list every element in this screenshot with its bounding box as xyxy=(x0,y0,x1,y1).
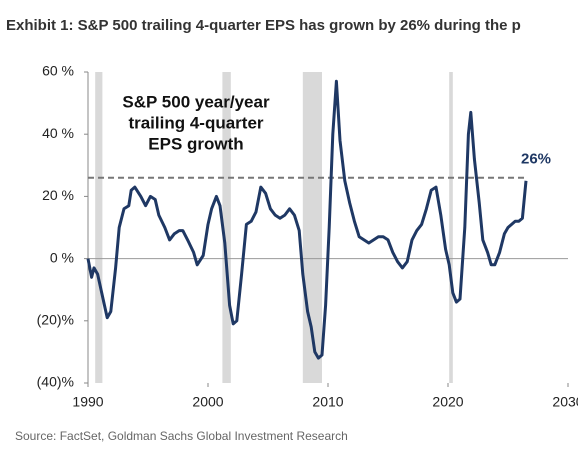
x-tick-label: 1990 xyxy=(72,394,103,410)
y-tick-label: (40)% xyxy=(37,374,74,390)
y-tick-label: 0 % xyxy=(50,249,74,265)
x-tick-label: 2010 xyxy=(312,394,343,410)
x-tick-label: 2000 xyxy=(192,394,223,410)
reference-label: 26% xyxy=(521,151,551,168)
y-tick-label: 40 % xyxy=(42,125,74,141)
y-tick-label: 60 % xyxy=(42,63,74,79)
y-tick-label: (20)% xyxy=(37,312,74,328)
recession-band xyxy=(222,72,231,383)
x-tick-label: 2030 xyxy=(552,394,578,410)
annotation: EPS growth xyxy=(148,134,243,153)
source: Source: FactSet, Goldman Sachs Global In… xyxy=(15,429,348,443)
x-tick-label: 2020 xyxy=(432,394,463,410)
recession-band xyxy=(95,72,103,383)
chart-title: Exhibit 1: S&P 500 trailing 4-quarter EP… xyxy=(6,17,521,34)
annotation: trailing 4-quarter xyxy=(128,113,263,132)
y-tick-label: 20 % xyxy=(42,187,74,203)
recession-band xyxy=(449,72,453,383)
annotation: S&P 500 year/year xyxy=(122,92,270,111)
series-line xyxy=(86,79,528,360)
